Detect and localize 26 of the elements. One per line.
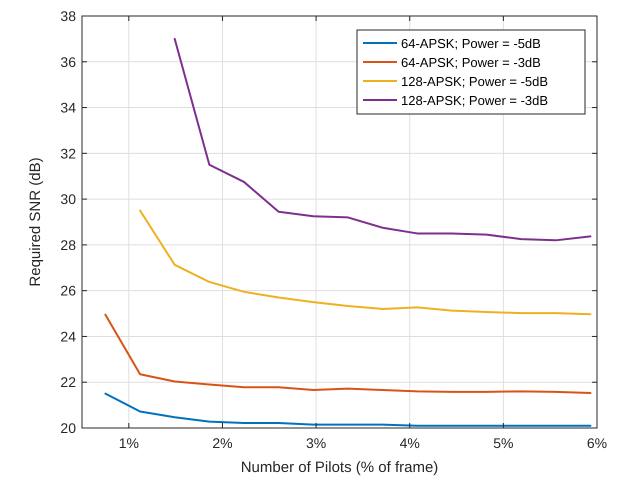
line-series [174,38,592,242]
y-tick-label: 34 [60,100,76,116]
y-axis-title: Required SNR (dB) [27,157,44,287]
line-series [139,210,592,316]
line-series [104,392,592,427]
x-tick-label: 1% [118,435,139,451]
y-tick-label: 28 [60,236,76,253]
legend-label: 64-APSK; Power = -3dB [401,55,541,70]
x-tick-label: 3% [306,435,326,451]
x-tick-label: 4% [400,435,420,451]
y-tick-label: 22 [60,374,76,390]
y-tick-label: 38 [60,8,76,24]
y-tick-label: 26 [60,282,76,299]
x-tick-label: 6% [586,435,608,451]
y-tick-label: 30 [60,191,76,208]
y-tick-label: 20 [60,420,76,436]
y-tick-label: 36 [60,54,76,70]
y-tick-label: 32 [60,145,76,162]
legend-label: 128-APSK; Power = -3dB [401,93,548,108]
line-series [104,314,592,394]
legend-label: 64-APSK; Power = -5dB [401,36,541,51]
legend-label: 128-APSK; Power = -5dB [401,74,548,89]
x-tick-label: 2% [212,435,233,451]
x-axis-title: Number of Pilots (% of frame) [240,459,438,476]
y-tick-label: 24 [60,328,76,344]
x-tick-label: 5% [493,435,514,451]
